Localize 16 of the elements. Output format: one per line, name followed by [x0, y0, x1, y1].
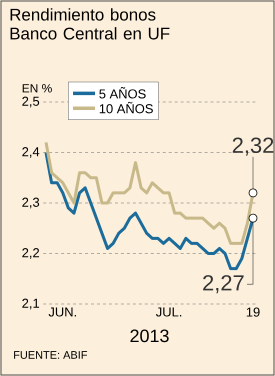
y-axis-title: EN % — [22, 84, 52, 92]
y-tick-label: 2,2 — [22, 248, 40, 259]
annotation: 2,27 — [203, 275, 244, 294]
y-tick-label: 2,3 — [22, 198, 40, 208]
legend-label: 10 AÑOS — [100, 102, 153, 114]
x-tick-label: 19 — [246, 308, 260, 317]
y-tick-label: 2,1 — [22, 298, 40, 310]
source-note: FUENTE: ABIF — [14, 351, 88, 359]
y-tick-label: 2,4 — [22, 147, 40, 158]
x-tick-label: JUN. — [48, 308, 76, 317]
legend-label: 5 AÑOS — [99, 86, 146, 98]
x-tick-label: JUL. — [156, 308, 182, 317]
annotation: 2,32 — [232, 137, 274, 156]
y-tick-label: 2,5 — [22, 96, 40, 108]
x-axis-title: 2013 — [130, 330, 169, 342]
chart-title: Rendimiento bonos Banco Central en UF — [10, 8, 170, 40]
